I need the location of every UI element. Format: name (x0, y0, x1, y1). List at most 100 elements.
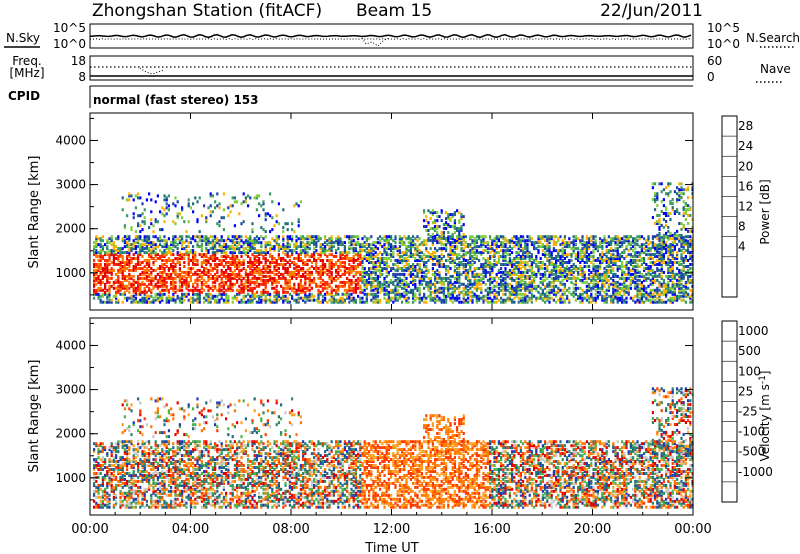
heatmap-cell (401, 251, 404, 255)
heatmap-cell (493, 276, 496, 280)
heatmap-cell (117, 278, 120, 282)
heatmap-cell (614, 288, 617, 292)
heatmap-cell (277, 280, 280, 284)
heatmap-cell (612, 280, 615, 284)
heatmap-cell (123, 267, 126, 270)
heatmap-cell (493, 278, 496, 282)
heatmap-cell (594, 272, 597, 276)
heatmap-cell (603, 267, 606, 270)
heatmap-cell (412, 292, 415, 296)
heatmap-cell (275, 214, 278, 218)
heatmap-cell (610, 261, 613, 264)
heatmap-cell (495, 280, 498, 284)
heatmap-cell (387, 300, 390, 304)
heatmap-cell (412, 280, 415, 284)
heatmap-cell (456, 209, 459, 213)
heatmap-cell (332, 265, 335, 268)
heatmap-cell (572, 286, 575, 290)
heatmap-cell (260, 292, 263, 296)
heatmap-cell (262, 202, 265, 206)
heatmap-cell (99, 278, 102, 282)
heatmap-cell (308, 241, 311, 245)
heatmap-cell (592, 272, 595, 276)
heatmap-cell (207, 300, 210, 304)
heatmap-cell (165, 206, 168, 210)
heatmap-cell (583, 276, 586, 280)
heatmap-cell (616, 257, 619, 260)
heatmap-cell (537, 267, 540, 270)
heatmap-cell (605, 255, 608, 258)
heatmap-cell (126, 298, 129, 302)
heatmap-cell (266, 270, 269, 274)
heatmap-cell (172, 249, 175, 253)
heatmap-cell (324, 265, 327, 268)
heatmap-cell (260, 204, 263, 208)
heatmap-cell (152, 268, 155, 272)
heatmap-cell (440, 233, 443, 236)
heatmap-cell (357, 263, 360, 266)
heatmap-cell (359, 257, 362, 260)
freq-left-tick-bottom: 8 (78, 70, 86, 84)
heatmap-cell (394, 268, 397, 272)
heatmap-cell (172, 284, 175, 288)
heatmap-cell (363, 255, 366, 258)
heatmap-cell (227, 267, 230, 270)
heatmap-cell (429, 298, 432, 302)
heatmap-cell (295, 202, 298, 206)
heatmap-cell (489, 290, 492, 294)
heatmap-cell (209, 192, 212, 196)
heatmap-cell (438, 241, 441, 245)
heatmap-cell (178, 278, 181, 282)
heatmap-cell (392, 272, 395, 276)
heatmap-cell (288, 292, 291, 296)
heatmap-cell (330, 265, 333, 268)
heatmap-cell (484, 294, 487, 298)
power-heatmap-cells (93, 182, 694, 304)
heatmap-cell (385, 267, 388, 270)
heatmap-cell (621, 261, 624, 264)
heatmap-cell (429, 278, 432, 282)
heatmap-cell (277, 270, 280, 274)
heatmap-cell (491, 241, 494, 245)
heatmap-cell (425, 272, 428, 276)
heatmap-cell (533, 278, 536, 282)
heatmap-cell (251, 298, 254, 302)
heatmap-cell (242, 251, 245, 255)
heatmap-cell (588, 257, 591, 260)
heatmap-cell (341, 243, 344, 247)
heatmap-cell (489, 300, 492, 304)
heatmap-cell (137, 245, 140, 249)
heatmap-cell (297, 259, 300, 262)
heatmap-cell (460, 237, 463, 241)
heatmap-cell (478, 267, 481, 270)
heatmap-cell (271, 278, 274, 282)
heatmap-cell (601, 278, 604, 282)
heatmap-cell (152, 284, 155, 288)
heatmap-cell (181, 280, 184, 284)
heatmap-cell (354, 270, 357, 274)
heatmap-cell (453, 296, 456, 300)
heatmap-cell (537, 290, 540, 294)
heatmap-cell (104, 259, 107, 262)
heatmap-cell (238, 288, 241, 292)
heatmap-cell (513, 268, 516, 272)
heatmap-cell (209, 257, 212, 260)
heatmap-cell (112, 243, 115, 247)
heatmap-cell (612, 237, 615, 241)
freq-panel-frame (89, 55, 694, 81)
heatmap-cell (453, 225, 456, 228)
heatmap-cell (539, 265, 542, 268)
heatmap-cell (438, 274, 441, 278)
heatmap-cell (181, 284, 184, 288)
heatmap-cell (229, 257, 232, 260)
heatmap-cell (227, 272, 230, 276)
heatmap-cell (339, 280, 342, 284)
heatmap-cell (425, 215, 428, 219)
heatmap-cell (425, 265, 428, 268)
heatmap-cell (227, 214, 230, 218)
heatmap-cell (429, 247, 432, 251)
heatmap-cell (357, 243, 360, 247)
heatmap-cell (610, 247, 613, 251)
heatmap-cell (416, 288, 419, 292)
heatmap-cell (324, 251, 327, 255)
